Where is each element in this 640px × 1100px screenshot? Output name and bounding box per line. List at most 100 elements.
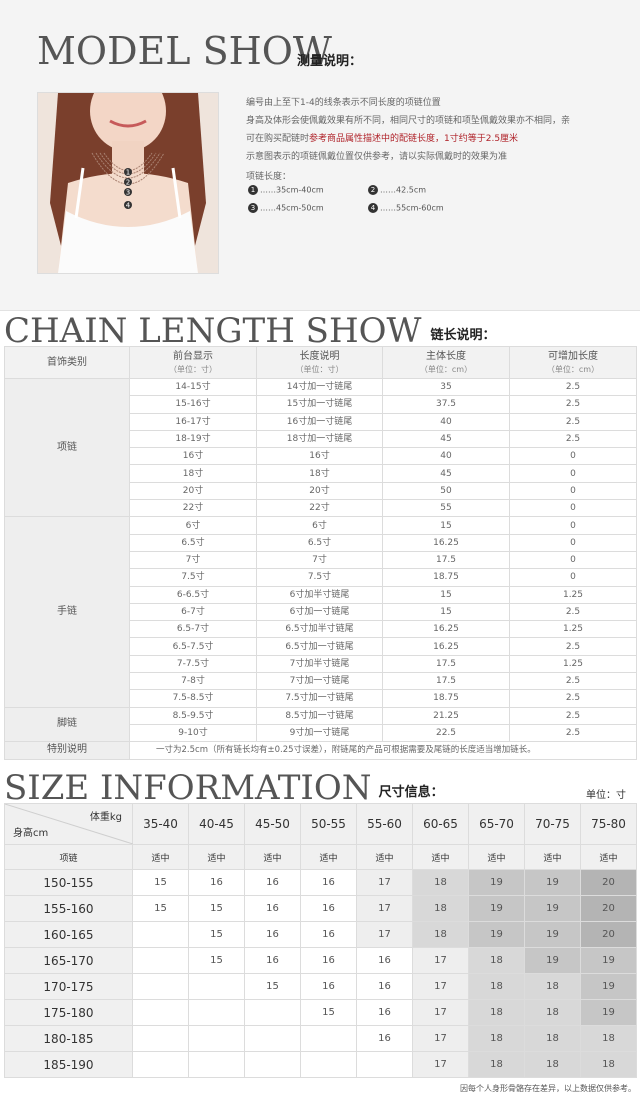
model-show-title: MODEL SHOW <box>37 29 332 73</box>
table-cell: 6寸 <box>256 516 383 535</box>
size-value-cell: 16 <box>356 999 413 1026</box>
table-cell: 15寸加一寸链尾 <box>256 395 383 414</box>
fit-cell: 适中 <box>132 844 189 870</box>
chain-length-table: 首饰类别 前台显示 （单位：寸） 长度说明 （单位：寸） 主体长度 （单位：cm） 可… <box>4 346 637 760</box>
table-cell: 40 <box>382 412 510 431</box>
size-value-cell: 18 <box>468 947 525 974</box>
photo-mark-4: 4 <box>126 202 131 210</box>
size-value-cell: 19 <box>468 869 525 896</box>
table-row: 175-180 15 16 17 18 18 19 <box>4 999 637 1026</box>
size-value-cell <box>244 999 301 1026</box>
table-cell: 17.5 <box>382 654 510 674</box>
table-cell: 0 <box>509 447 637 466</box>
size-value-cell: 18 <box>580 1051 637 1078</box>
height-row-header: 170-175 <box>4 973 133 1000</box>
table-row: 22寸 22寸 55 0 <box>5 499 637 518</box>
size-value-cell: 19 <box>524 869 581 896</box>
size-value-cell: 18 <box>524 1025 581 1052</box>
chain-length-heading: CHAIN LENGTH SHOW 链长说明： <box>4 314 496 348</box>
size-info-subtitle: 尺寸信息： <box>378 785 444 800</box>
size-value-cell: 20 <box>580 921 637 948</box>
size-value-cell: 16 <box>244 869 301 896</box>
table-cell: 1.25 <box>509 620 637 639</box>
size-table: 体重kg 身高cm 35-40 40-45 45-50 50-55 55-60 60-65… <box>4 803 637 1078</box>
table-cell: 8.5寸加一寸链尾 <box>256 706 383 725</box>
table-cell: 6.5-7寸 <box>129 620 257 639</box>
size-value-cell <box>188 973 245 1000</box>
size-value-cell: 17 <box>412 1025 469 1052</box>
table-cell: 6寸加一寸链尾 <box>256 602 383 622</box>
fit-cell: 适中 <box>356 844 413 870</box>
table-cell: 7.5寸加一寸链尾 <box>256 689 383 708</box>
number-3-icon: 3 <box>248 203 258 213</box>
table-cell: 21.25 <box>382 706 510 725</box>
size-value-cell: 15 <box>300 999 357 1026</box>
table-cell: 18寸加一寸链尾 <box>256 429 383 449</box>
table-cell: 37.5 <box>382 395 510 414</box>
size-value-cell <box>132 1025 189 1052</box>
table-row: 7-7.5寸 7寸加半寸链尾 17.5 1.25 <box>5 654 637 674</box>
table-row: 6-7寸 6寸加一寸链尾 15 2.5 <box>5 602 637 622</box>
table-cell: 2.5 <box>509 412 637 431</box>
size-value-cell <box>244 1051 301 1078</box>
fit-cell: 适中 <box>412 844 469 870</box>
table-row: 18寸 18寸 45 0 <box>5 464 637 483</box>
model-show-subtitle: 测量说明： <box>297 54 363 69</box>
fit-cell: 适中 <box>468 844 525 870</box>
size-value-cell: 16 <box>244 895 301 922</box>
table-cell: 7寸加半寸链尾 <box>256 654 383 674</box>
model-show-section: MODEL SHOW 测量说明： 1 2 3 <box>0 0 640 311</box>
table-row: 155-160 15 15 16 16 17 18 19 19 20 <box>4 895 637 922</box>
chain-length-subtitle: 链长说明： <box>430 328 496 343</box>
table-cell: 2.5 <box>509 637 637 656</box>
size-value-cell: 19 <box>468 921 525 948</box>
table-row: 170-175 15 16 16 17 18 18 19 <box>4 973 637 1000</box>
category-cell: 手链 <box>4 516 130 708</box>
table-cell: 22.5 <box>382 723 510 743</box>
table-cell: 7寸加一寸链尾 <box>256 672 383 691</box>
table-row: 20寸 20寸 50 0 <box>5 481 637 501</box>
table-cell: 35 <box>382 377 510 397</box>
size-value-cell: 20 <box>580 869 637 896</box>
size-table-body: 体重kg 身高cm 35-40 40-45 45-50 50-55 55-60 60-65… <box>4 803 637 1078</box>
table-cell: 6.5寸加一寸链尾 <box>256 637 383 656</box>
size-value-cell: 18 <box>524 973 581 1000</box>
note-text: 一寸为2.5cm（所有链长均有±0.25寸误差），附链尾的产品可根据需要及尾链的… <box>129 741 637 760</box>
table-row: 160-165 15 16 16 17 18 19 19 20 <box>4 921 637 948</box>
table-cell: 40 <box>382 447 510 466</box>
table-cell: 9寸加一寸链尾 <box>256 723 383 743</box>
table-cell: 17.5 <box>382 550 510 570</box>
table-cell: 20寸 <box>129 481 257 501</box>
table-cell: 18-19寸 <box>129 429 257 449</box>
height-row-header: 175-180 <box>4 999 133 1026</box>
category-cell: 脚链 <box>4 706 130 743</box>
size-info-title: SIZE INFORMATION <box>4 768 372 808</box>
table-cell: 15 <box>382 516 510 535</box>
table-cell: 18.75 <box>382 689 510 708</box>
fit-cell: 适中 <box>580 844 637 870</box>
size-value-cell <box>132 1051 189 1078</box>
table-cell: 2.5 <box>509 672 637 691</box>
size-value-cell: 15 <box>188 895 245 922</box>
photo-mark-3: 3 <box>126 189 130 197</box>
table-row: 180-185 16 17 18 18 18 <box>4 1025 637 1052</box>
fit-cell: 适中 <box>300 844 357 870</box>
footnote: 因每个人身形骨骼存在差异，以上数据仅供参考。 <box>460 1084 636 1093</box>
model-photo: 1 2 3 4 <box>37 92 219 274</box>
chain-header-row: 首饰类别 前台显示 （单位：寸） 长度说明 （单位：寸） 主体长度 （单位：cm） 可… <box>4 346 637 379</box>
length-item-1: 1 ……35cm-40cm <box>248 185 324 195</box>
weight-col-header: 45-50 <box>244 803 301 845</box>
size-value-cell: 17 <box>412 999 469 1026</box>
table-cell: 16.25 <box>382 637 510 656</box>
length-item-3: 3 ……45cm-50cm <box>248 203 324 213</box>
size-value-cell <box>244 1025 301 1052</box>
table-cell: 2.5 <box>509 689 637 708</box>
size-value-cell: 15 <box>132 869 189 896</box>
table-cell: 6.5寸 <box>256 533 383 552</box>
table-cell: 7-7.5寸 <box>129 654 257 674</box>
table-cell: 18寸 <box>256 464 383 483</box>
chain-col-header: 长度说明 （单位：寸） <box>256 346 383 379</box>
table-cell: 2.5 <box>509 723 637 743</box>
desc-line-4: 示意图表示的项链佩戴位置仅供参考，请以实际佩戴时的效果为准 <box>246 152 508 162</box>
table-row: 6.5-7.5寸 6.5寸加一寸链尾 16.25 2.5 <box>5 637 637 656</box>
